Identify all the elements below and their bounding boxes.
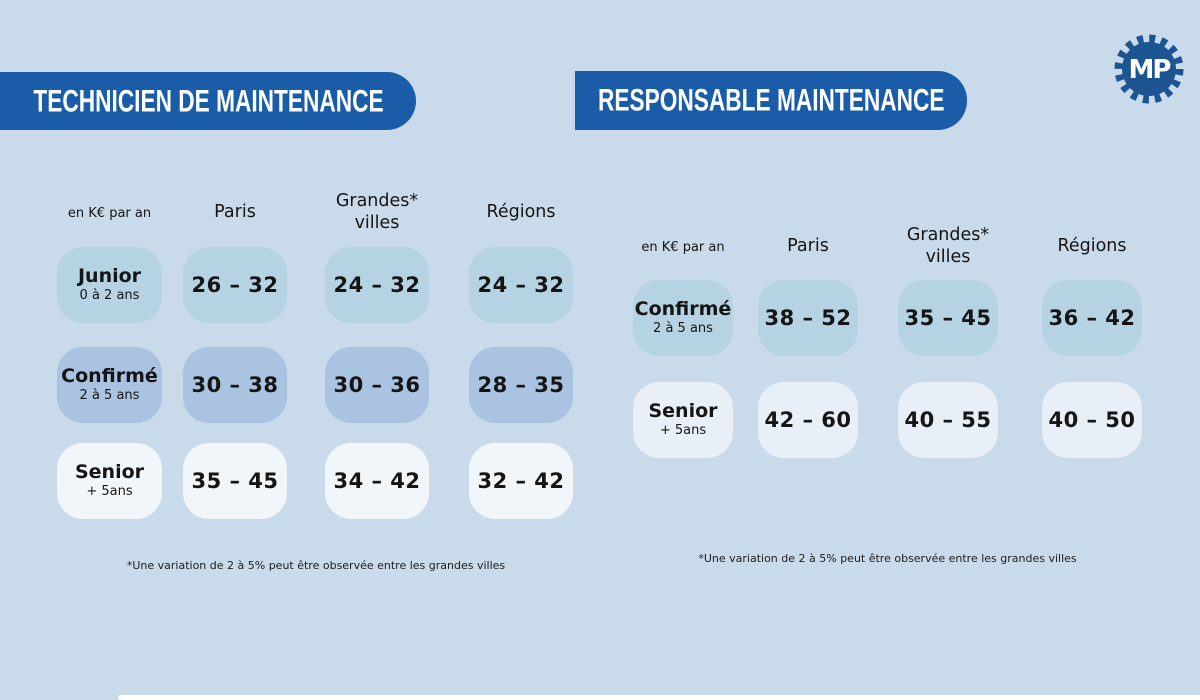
- row-label-senior: Senior + 5ans: [633, 382, 733, 458]
- salary-cell: 40 – 50: [1042, 382, 1142, 458]
- row-label-senior: Senior + 5ans: [57, 443, 162, 519]
- column-header-grandes-villes: Grandes* villes: [906, 225, 990, 267]
- level-label: Confirmé: [634, 298, 732, 321]
- salary-range: 34 – 42: [333, 469, 421, 493]
- level-label: Senior: [648, 400, 718, 423]
- column-header-regions: Régions: [486, 202, 556, 223]
- salary-cell: 32 – 42: [469, 443, 573, 519]
- salary-cell: 34 – 42: [325, 443, 429, 519]
- salary-range: 30 – 36: [333, 373, 421, 397]
- salary-cell: 36 – 42: [1042, 280, 1142, 356]
- salary-range: 35 – 45: [904, 306, 992, 330]
- table-row-confirme: Confirmé 2 à 5 ans 30 – 38 30 – 36 28 – …: [57, 347, 573, 423]
- salary-range: 40 – 55: [904, 408, 992, 432]
- salary-cell: 35 – 45: [898, 280, 998, 356]
- table-responsable: en K€ par an Paris Grandes* villes Régio…: [633, 225, 1142, 458]
- row-label-confirme: Confirmé 2 à 5 ans: [633, 280, 733, 356]
- table-responsable-header-row: en K€ par an Paris Grandes* villes Régio…: [633, 225, 1142, 268]
- footnote-responsable: *Une variation de 2 à 5% peut être obser…: [698, 552, 1077, 565]
- column-header-paris: Paris: [787, 236, 829, 257]
- unit-label-cell: en K€ par an: [57, 206, 162, 221]
- table-row-senior: Senior + 5ans 35 – 45 34 – 42 32 – 42: [57, 443, 573, 519]
- experience-label: 0 à 2 ans: [79, 287, 140, 303]
- level-label: Junior: [77, 265, 142, 288]
- salary-range: 30 – 38: [191, 373, 279, 397]
- title-technicien: TECHNICIEN DE MAINTENANCE: [32, 82, 384, 119]
- row-label-junior: Junior 0 à 2 ans: [57, 247, 162, 323]
- salary-range: 38 – 52: [764, 306, 852, 330]
- title-banner-technicien: TECHNICIEN DE MAINTENANCE: [0, 72, 416, 130]
- salary-range: 35 – 45: [191, 469, 279, 493]
- unit-label: en K€ par an: [67, 205, 152, 221]
- table-technicien: en K€ par an Paris Grandes* villes Régio…: [57, 190, 573, 519]
- salary-range: 42 – 60: [764, 408, 852, 432]
- row-label-confirme: Confirmé 2 à 5 ans: [57, 347, 162, 423]
- table-row-confirme: Confirmé 2 à 5 ans 38 – 52 35 – 45 36 – …: [633, 280, 1142, 356]
- salary-cell: 24 – 32: [469, 247, 573, 323]
- logo-text: MP: [1129, 55, 1171, 85]
- salary-cell: 30 – 36: [325, 347, 429, 423]
- unit-label-cell: en K€ par an: [633, 240, 733, 255]
- salary-cell: 42 – 60: [758, 382, 858, 458]
- title-responsable: RESPONSABLE MAINTENANCE: [597, 82, 945, 118]
- salary-cell: 24 – 32: [325, 247, 429, 323]
- column-header-regions: Régions: [1057, 236, 1127, 257]
- column-header-paris: Paris: [214, 202, 256, 223]
- experience-label: + 5ans: [659, 422, 707, 438]
- unit-label: en K€ par an: [641, 239, 725, 255]
- salary-range: 40 – 50: [1048, 408, 1136, 432]
- salary-cell: 28 – 35: [469, 347, 573, 423]
- salary-cell: 40 – 55: [898, 382, 998, 458]
- salary-cell: 38 – 52: [758, 280, 858, 356]
- table-technicien-header-row: en K€ par an Paris Grandes* villes Régio…: [57, 190, 573, 236]
- salary-range: 36 – 42: [1048, 306, 1136, 330]
- table-row-senior: Senior + 5ans 42 – 60 40 – 55 40 – 50: [633, 382, 1142, 458]
- salary-range: 28 – 35: [477, 373, 565, 397]
- gear-logo-icon: MP: [1114, 34, 1184, 104]
- salary-range: 24 – 32: [333, 273, 421, 297]
- column-header-grandes-villes: Grandes* villes: [335, 191, 419, 233]
- salary-cell: 26 – 32: [183, 247, 287, 323]
- experience-label: 2 à 5 ans: [653, 320, 713, 336]
- salary-cell: 30 – 38: [183, 347, 287, 423]
- level-label: Confirmé: [61, 365, 158, 388]
- title-banner-responsable: RESPONSABLE MAINTENANCE: [575, 71, 967, 130]
- experience-label: 2 à 5 ans: [79, 387, 140, 403]
- salary-range: 32 – 42: [477, 469, 565, 493]
- salary-range: 24 – 32: [477, 273, 565, 297]
- footnote-technicien: *Une variation de 2 à 5% peut être obser…: [126, 559, 506, 572]
- experience-label: + 5ans: [86, 483, 133, 499]
- salary-range: 26 – 32: [191, 273, 279, 297]
- table-row-junior: Junior 0 à 2 ans 26 – 32 24 – 32 24 – 32: [57, 247, 573, 323]
- bottom-accent-bar: [118, 695, 1200, 700]
- salary-cell: 35 – 45: [183, 443, 287, 519]
- level-label: Senior: [74, 461, 145, 484]
